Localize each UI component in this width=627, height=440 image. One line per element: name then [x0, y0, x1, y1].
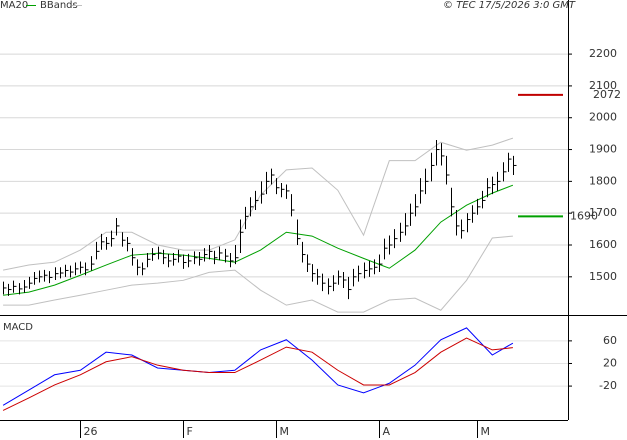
level-label: 1690 — [570, 209, 598, 222]
macd-line — [2, 337, 513, 411]
y-tick-label: 1600 — [589, 238, 617, 251]
x-tick-label: M — [280, 425, 290, 438]
y-tick-label: 20 — [603, 356, 617, 369]
y-tick-label: 1800 — [589, 174, 617, 187]
copyright: © TEC 17/5/2026 3:0 GMT — [443, 0, 576, 11]
y-tick-label: 60 — [603, 334, 617, 347]
y-tick-label: 1700 — [589, 206, 617, 219]
x-tick-label: A — [383, 425, 391, 438]
y-tick-label: 2000 — [589, 111, 617, 124]
level-label: 2072 — [593, 88, 621, 101]
legend-bbands: BBands — [40, 0, 78, 11]
x-tick-label: 26 — [84, 425, 98, 438]
y-tick-label: -20 — [599, 379, 617, 392]
x-tick-label: M — [481, 425, 491, 438]
legend-ma: MA20 — [0, 0, 28, 11]
y-tick-label: 2200 — [589, 47, 617, 60]
bband-upper — [2, 137, 514, 271]
ma-line — [3, 184, 514, 296]
macd-title: MACD — [3, 322, 33, 333]
x-tick-label: F — [187, 425, 193, 438]
macd-line — [2, 327, 514, 406]
y-tick-label: 2100 — [589, 79, 617, 92]
y-tick-label: 1500 — [589, 270, 617, 283]
bband-lower — [3, 235, 513, 313]
y-tick-label: 1900 — [589, 143, 617, 156]
